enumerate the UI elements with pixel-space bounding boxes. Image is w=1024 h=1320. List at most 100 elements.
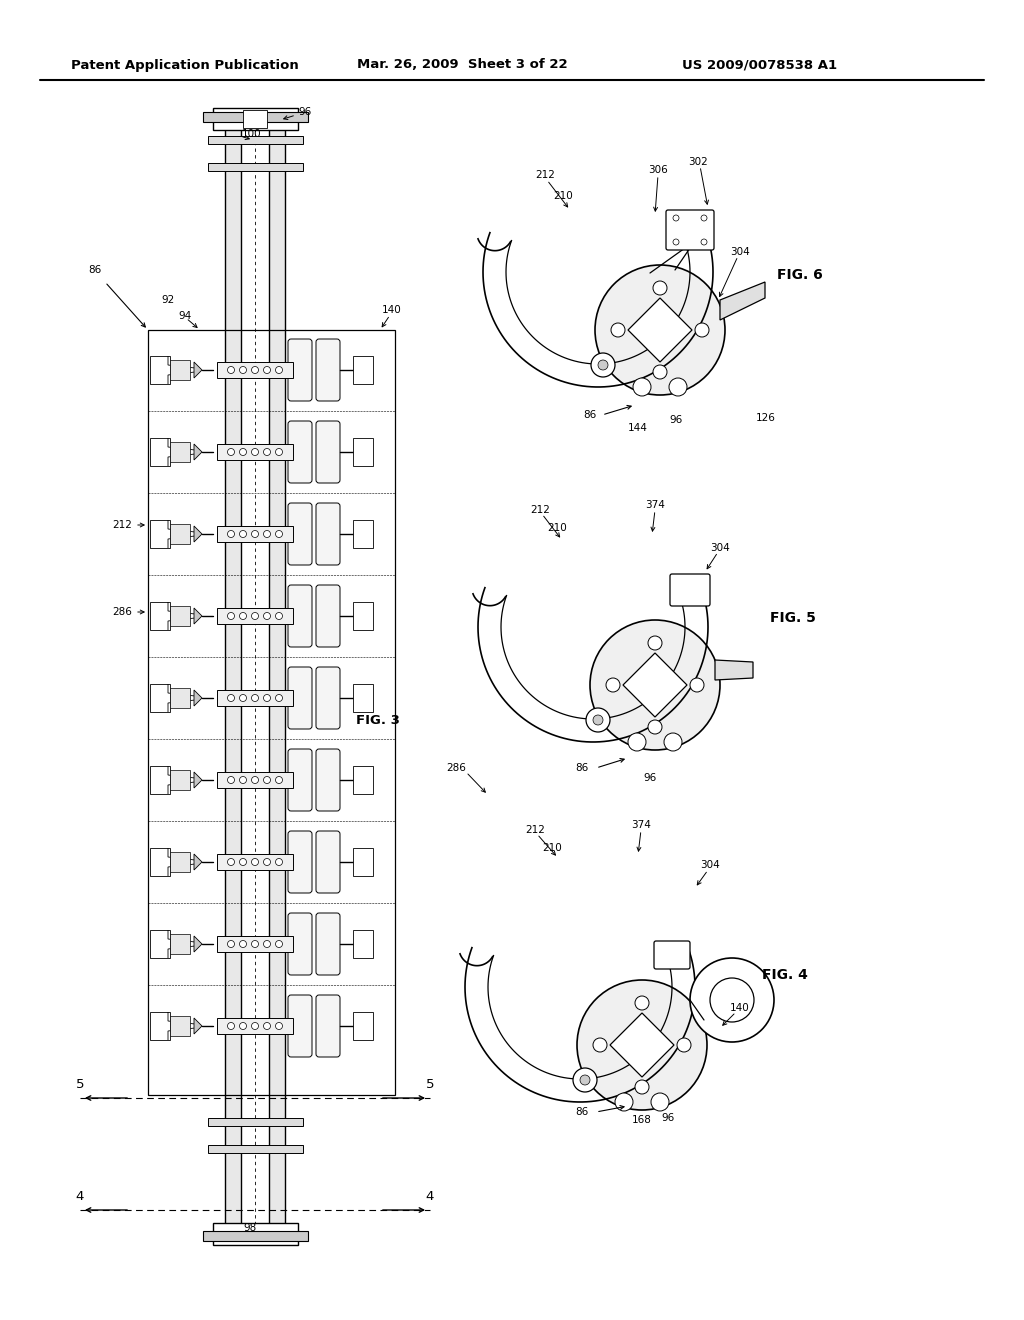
Bar xyxy=(217,854,293,870)
Text: 86: 86 xyxy=(575,1107,589,1117)
Bar xyxy=(217,772,293,788)
Circle shape xyxy=(651,1093,669,1111)
Circle shape xyxy=(263,449,270,455)
Text: 96: 96 xyxy=(298,107,311,117)
Bar xyxy=(203,1232,308,1241)
Text: 286: 286 xyxy=(446,763,466,774)
Bar xyxy=(269,125,285,1228)
Circle shape xyxy=(577,979,707,1110)
Circle shape xyxy=(573,1068,597,1092)
Circle shape xyxy=(690,678,705,692)
FancyBboxPatch shape xyxy=(288,339,312,401)
Circle shape xyxy=(275,694,283,701)
Polygon shape xyxy=(194,936,202,952)
Polygon shape xyxy=(623,653,687,717)
Circle shape xyxy=(240,694,247,701)
Circle shape xyxy=(648,719,662,734)
Text: 86: 86 xyxy=(584,411,597,420)
Polygon shape xyxy=(194,525,202,543)
Circle shape xyxy=(252,694,258,701)
Text: Mar. 26, 2009  Sheet 3 of 22: Mar. 26, 2009 Sheet 3 of 22 xyxy=(356,58,567,71)
Circle shape xyxy=(710,978,754,1022)
Text: 5: 5 xyxy=(76,1077,84,1090)
FancyBboxPatch shape xyxy=(288,995,312,1057)
Text: 286: 286 xyxy=(112,607,132,616)
Polygon shape xyxy=(194,362,202,378)
Text: 86: 86 xyxy=(575,763,589,774)
Circle shape xyxy=(252,858,258,866)
FancyBboxPatch shape xyxy=(288,913,312,975)
Circle shape xyxy=(593,1038,607,1052)
Circle shape xyxy=(240,531,247,537)
Text: 304: 304 xyxy=(700,861,720,870)
Text: 374: 374 xyxy=(645,500,665,510)
Circle shape xyxy=(586,708,610,733)
FancyBboxPatch shape xyxy=(316,667,340,729)
Circle shape xyxy=(633,378,651,396)
Circle shape xyxy=(275,449,283,455)
Text: FIG. 3: FIG. 3 xyxy=(356,714,400,726)
FancyBboxPatch shape xyxy=(316,913,340,975)
Bar xyxy=(208,162,303,172)
Text: 4: 4 xyxy=(426,1189,434,1203)
Bar xyxy=(217,609,293,624)
FancyBboxPatch shape xyxy=(316,748,340,810)
Circle shape xyxy=(690,958,774,1041)
FancyBboxPatch shape xyxy=(316,832,340,894)
Circle shape xyxy=(227,531,234,537)
Text: 140: 140 xyxy=(730,1003,750,1012)
Bar xyxy=(170,1016,190,1036)
Circle shape xyxy=(701,239,707,246)
FancyBboxPatch shape xyxy=(316,503,340,565)
Bar xyxy=(170,524,190,544)
Polygon shape xyxy=(194,772,202,788)
Circle shape xyxy=(590,620,720,750)
Circle shape xyxy=(593,715,603,725)
FancyBboxPatch shape xyxy=(288,667,312,729)
Bar xyxy=(203,112,308,121)
Bar xyxy=(225,125,241,1228)
Text: 212: 212 xyxy=(530,506,550,515)
Bar xyxy=(170,360,190,380)
Circle shape xyxy=(263,858,270,866)
Bar xyxy=(170,606,190,626)
Text: 306: 306 xyxy=(648,165,668,176)
Bar xyxy=(217,525,293,543)
Text: 210: 210 xyxy=(553,191,572,201)
Circle shape xyxy=(591,352,615,378)
FancyBboxPatch shape xyxy=(288,832,312,894)
Text: 304: 304 xyxy=(710,543,730,553)
Bar xyxy=(150,1012,170,1040)
Circle shape xyxy=(275,940,283,948)
Circle shape xyxy=(252,367,258,374)
Circle shape xyxy=(598,360,608,370)
Circle shape xyxy=(252,776,258,784)
Text: 126: 126 xyxy=(756,413,776,422)
Circle shape xyxy=(252,531,258,537)
Bar xyxy=(243,110,267,128)
Bar xyxy=(213,1224,298,1245)
Circle shape xyxy=(252,1023,258,1030)
Bar xyxy=(353,356,373,384)
Circle shape xyxy=(275,612,283,619)
Circle shape xyxy=(227,367,234,374)
Circle shape xyxy=(240,367,247,374)
Text: US 2009/0078538 A1: US 2009/0078538 A1 xyxy=(682,58,838,71)
Bar xyxy=(150,931,170,958)
Text: 98: 98 xyxy=(244,1224,257,1233)
Bar xyxy=(353,1012,373,1040)
Circle shape xyxy=(263,367,270,374)
Circle shape xyxy=(611,323,625,337)
Polygon shape xyxy=(720,282,765,319)
Circle shape xyxy=(227,449,234,455)
Bar xyxy=(353,520,373,548)
Circle shape xyxy=(275,858,283,866)
Text: 86: 86 xyxy=(88,265,101,275)
Bar xyxy=(208,136,303,144)
Bar xyxy=(150,766,170,795)
Bar xyxy=(150,684,170,711)
Circle shape xyxy=(240,612,247,619)
Text: 96: 96 xyxy=(643,774,656,783)
FancyBboxPatch shape xyxy=(316,585,340,647)
Bar xyxy=(353,766,373,795)
